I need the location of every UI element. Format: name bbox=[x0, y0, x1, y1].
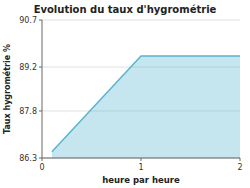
title: Evolution du taux d'hygrométrie bbox=[34, 4, 217, 15]
y-tick-label: 90.7 bbox=[19, 16, 37, 25]
x-tick-label: 0 bbox=[39, 163, 44, 172]
chart-svg: 86.3 87.8 89.2 90.7 0 1 2 Evolution du taux d'h… bbox=[0, 0, 250, 188]
x-tick-label: 2 bbox=[237, 163, 242, 172]
axes: 86.3 87.8 89.2 90.7 0 1 2 bbox=[19, 16, 242, 172]
x-axis-label: heure par heure bbox=[102, 175, 180, 185]
x-tick-label: 1 bbox=[138, 163, 143, 172]
grid-line bbox=[42, 20, 240, 21]
y-tick-label: 89.2 bbox=[19, 63, 37, 72]
area-fill bbox=[52, 56, 240, 158]
y-axis-line bbox=[42, 20, 43, 158]
plot-area bbox=[52, 56, 240, 158]
y-tick-label: 86.3 bbox=[19, 154, 37, 163]
x-axis-line bbox=[42, 158, 240, 159]
line bbox=[52, 56, 240, 152]
y-tick-label: 87.8 bbox=[19, 107, 37, 116]
grid-line bbox=[42, 158, 240, 159]
chart-container: 86.3 87.8 89.2 90.7 0 1 2 Evolution du taux d'h… bbox=[0, 0, 250, 188]
y-axis-label: Taux hygrométrie % bbox=[2, 44, 12, 134]
